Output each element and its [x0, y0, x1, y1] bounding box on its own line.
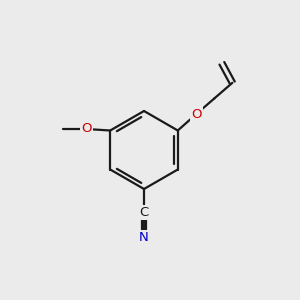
Text: C: C [140, 206, 148, 219]
Text: N: N [139, 231, 149, 244]
Text: O: O [191, 107, 202, 121]
Text: O: O [81, 122, 92, 136]
